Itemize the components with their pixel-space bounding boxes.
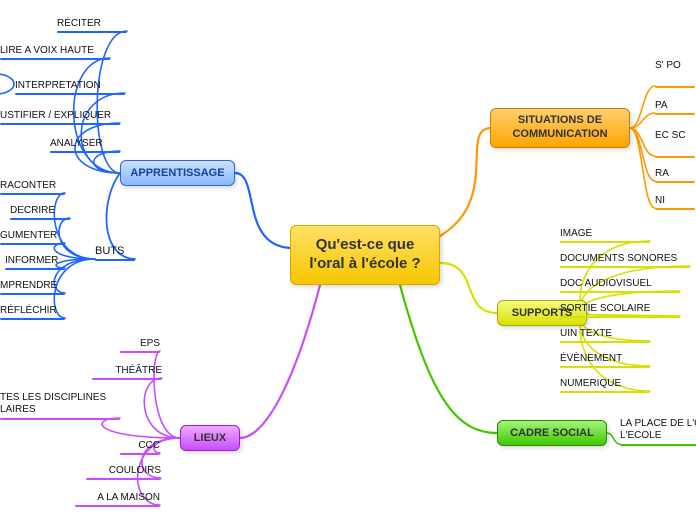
- leaf: INTERPRETATION: [15, 80, 125, 91]
- leaf: GUMENTER: [0, 230, 65, 241]
- leaf: A LA MAISON: [75, 492, 160, 503]
- leaf: THÉÂTRE: [92, 365, 162, 376]
- branch-cadre: CADRE SOCIAL: [497, 420, 607, 446]
- leaf: EC SC: [655, 130, 695, 142]
- branch-lieux: LIEUX: [180, 425, 240, 451]
- leaf: ANALYSER: [50, 138, 120, 149]
- leaf: EPS: [120, 338, 160, 349]
- leaf: COULOIRS: [86, 465, 161, 476]
- leaf: MPRENDRE: [0, 280, 65, 291]
- leaf: LA PLACE DE L'ORAL EN L'ECOLE: [620, 418, 696, 442]
- leaf: NUMERIQUE: [560, 378, 650, 389]
- leaf: ÉVÈNEMENT: [560, 353, 650, 364]
- leaf: RÉCITER: [57, 18, 127, 29]
- leaf: DOCUMENTS SONORES: [560, 253, 690, 264]
- leaf: RÉFLÉCHIR: [0, 305, 65, 316]
- leaf: INFORMER: [5, 255, 65, 266]
- leaf: TES LES DISCIPLINES LAIRES: [0, 392, 120, 416]
- leaf: DECRIRE: [10, 205, 70, 216]
- leaf: USTIFIER / EXPLIQUER: [0, 110, 120, 121]
- leaf: S' PO: [655, 60, 695, 72]
- leaf: IMAGE: [560, 228, 650, 239]
- sub-buts: BUTS: [95, 245, 135, 257]
- leaf: SORTIE SCOLAIRE: [560, 303, 680, 314]
- leaf: LIRE A VOIX HAUTE: [0, 45, 110, 56]
- leaf: RA: [655, 168, 695, 179]
- center-node: Qu'est-ce que l'oral à l'école ?: [290, 225, 440, 285]
- mindmap-canvas: { "colors": { "orange": "#ff9800", "yell…: [0, 0, 696, 520]
- leaf: UIN TEXTE: [560, 328, 650, 339]
- leaf: CCC: [120, 440, 160, 451]
- branch-situations: SITUATIONS DE COMMUNICATION: [490, 108, 630, 148]
- leaf: RACONTER: [0, 180, 65, 191]
- branch-apprentissage: APPRENTISSAGE: [120, 160, 235, 186]
- leaf: NI: [655, 195, 695, 206]
- leaf: PA: [655, 100, 695, 111]
- leaf: DOC AUDIOVISUEL: [560, 278, 680, 289]
